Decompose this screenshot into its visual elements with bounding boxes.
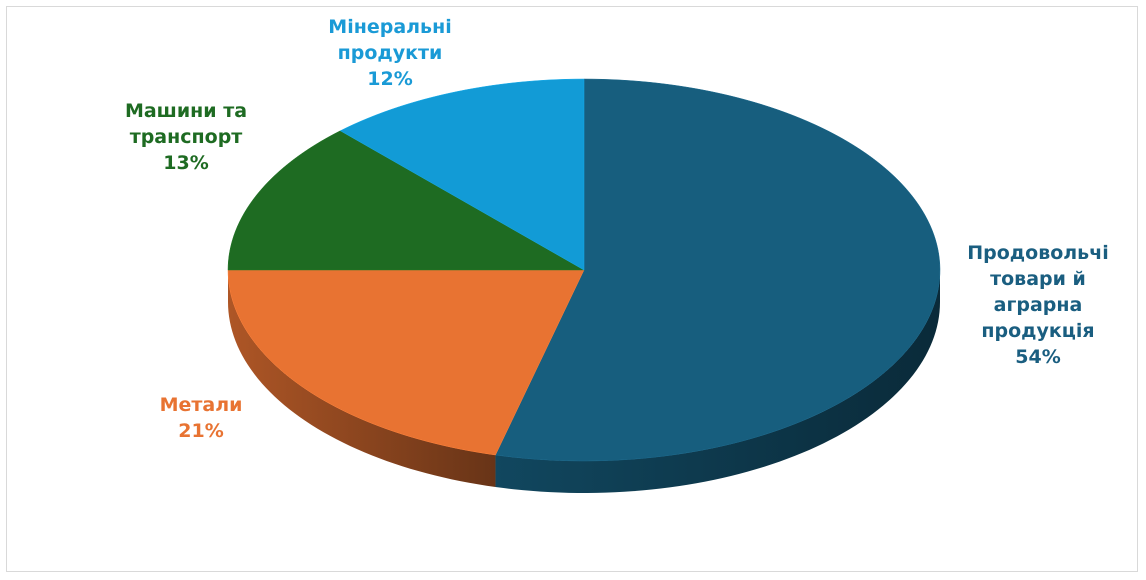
chart-frame xyxy=(6,6,1138,572)
data-label: Метали 21% xyxy=(141,392,261,444)
data-label: Машини та транспорт 13% xyxy=(106,98,266,176)
data-label: Продовольчі товари й аграрна продукція 54… xyxy=(953,240,1123,370)
value-label: 12% xyxy=(367,68,413,90)
pie-slice-side xyxy=(228,270,496,487)
category-label: Продовольчі товари й аграрна продукція xyxy=(967,242,1109,342)
value-label: 13% xyxy=(163,152,209,174)
pie-slice xyxy=(495,78,941,462)
category-label: Мінеральні продукти xyxy=(328,16,452,64)
category-label: Метали xyxy=(159,394,243,416)
pie-slice xyxy=(339,78,585,271)
value-label: 21% xyxy=(178,420,224,442)
category-label: Машини та транспорт xyxy=(124,100,248,148)
pie-slice xyxy=(227,269,585,456)
pie-slice xyxy=(227,130,585,271)
pie-slice-side xyxy=(495,270,940,493)
value-label: 54% xyxy=(1015,346,1061,368)
data-label: Мінеральні продукти 12% xyxy=(310,14,470,92)
